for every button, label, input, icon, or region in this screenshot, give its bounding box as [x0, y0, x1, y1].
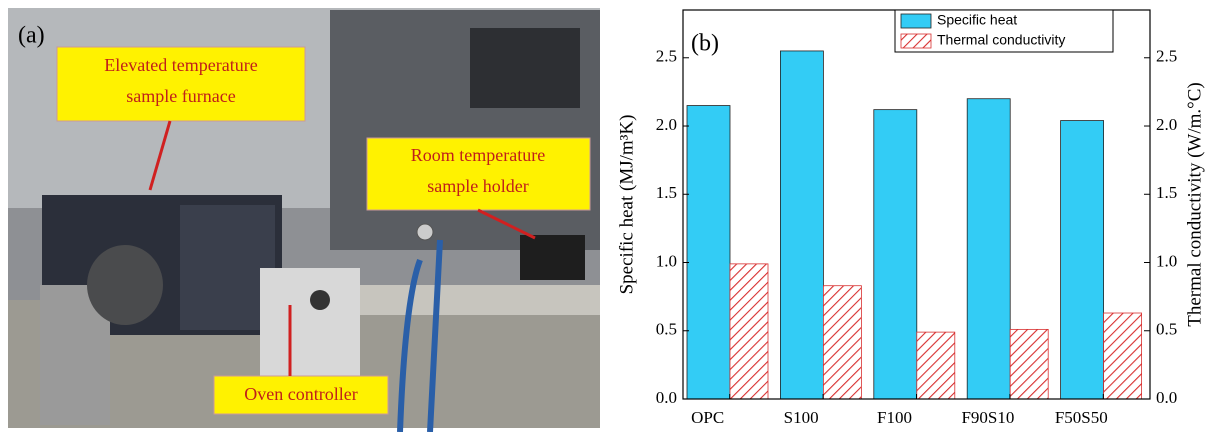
x-tick-label: F90S10 [961, 408, 1014, 427]
y-tick-label: 0.0 [656, 388, 677, 407]
callout-text: sample holder [427, 176, 528, 196]
callout-text: Elevated temperature [104, 55, 257, 75]
x-tick-label: S100 [784, 408, 819, 427]
y-tick-label: 1.5 [656, 183, 677, 202]
legend-label: Specific heat [937, 12, 1017, 28]
legend-swatch [900, 33, 932, 49]
y-tick-label: 2.0 [656, 115, 677, 134]
bar [873, 109, 918, 400]
y-tick-label: 2.5 [656, 47, 677, 66]
callout-text: sample furnace [126, 86, 235, 106]
panel-label: (b) [691, 31, 719, 57]
callout-text: Oven controller [244, 384, 357, 404]
y2-tick-label: 1.5 [1156, 183, 1177, 202]
y2-tick-label: 0.0 [1156, 388, 1177, 407]
panel-label: (a) [18, 23, 45, 49]
bar [780, 50, 824, 400]
x-tick-label: F50S50 [1055, 408, 1108, 427]
bar [916, 331, 956, 400]
bar [966, 98, 1011, 400]
bar [1060, 120, 1104, 400]
chart: 0.0 0.5 1.0 1.5 2.0 2.5 0.0 0.5 1.0 1.5 2.0 2.5 OPC S… [616, 9, 1205, 427]
y2-tick-label: 2.5 [1156, 47, 1177, 66]
bar [686, 105, 731, 400]
y-axis-title: Specific heat (MJ/m³K) [616, 115, 637, 295]
photo: Elevated temperature sample furnace Room… [8, 8, 600, 432]
bar [1103, 312, 1142, 400]
y2-tick-label: 0.5 [1156, 320, 1177, 339]
x-tick-label: OPC [691, 408, 724, 427]
y-tick-label: 1.0 [656, 251, 677, 270]
bar [729, 263, 769, 400]
bar [823, 285, 862, 400]
y2-axis-title: Thermal conductivity (W/m.°C) [1184, 82, 1205, 327]
x-tick-label: F100 [877, 408, 912, 427]
legend-label: Thermal conductivity [937, 32, 1065, 48]
bar [1009, 328, 1049, 400]
legend-swatch [900, 13, 932, 29]
y-tick-label: 0.5 [656, 320, 677, 339]
y2-tick-label: 2.0 [1156, 115, 1177, 134]
y2-tick-label: 1.0 [1156, 251, 1177, 270]
callout-text: Room temperature [411, 145, 545, 165]
